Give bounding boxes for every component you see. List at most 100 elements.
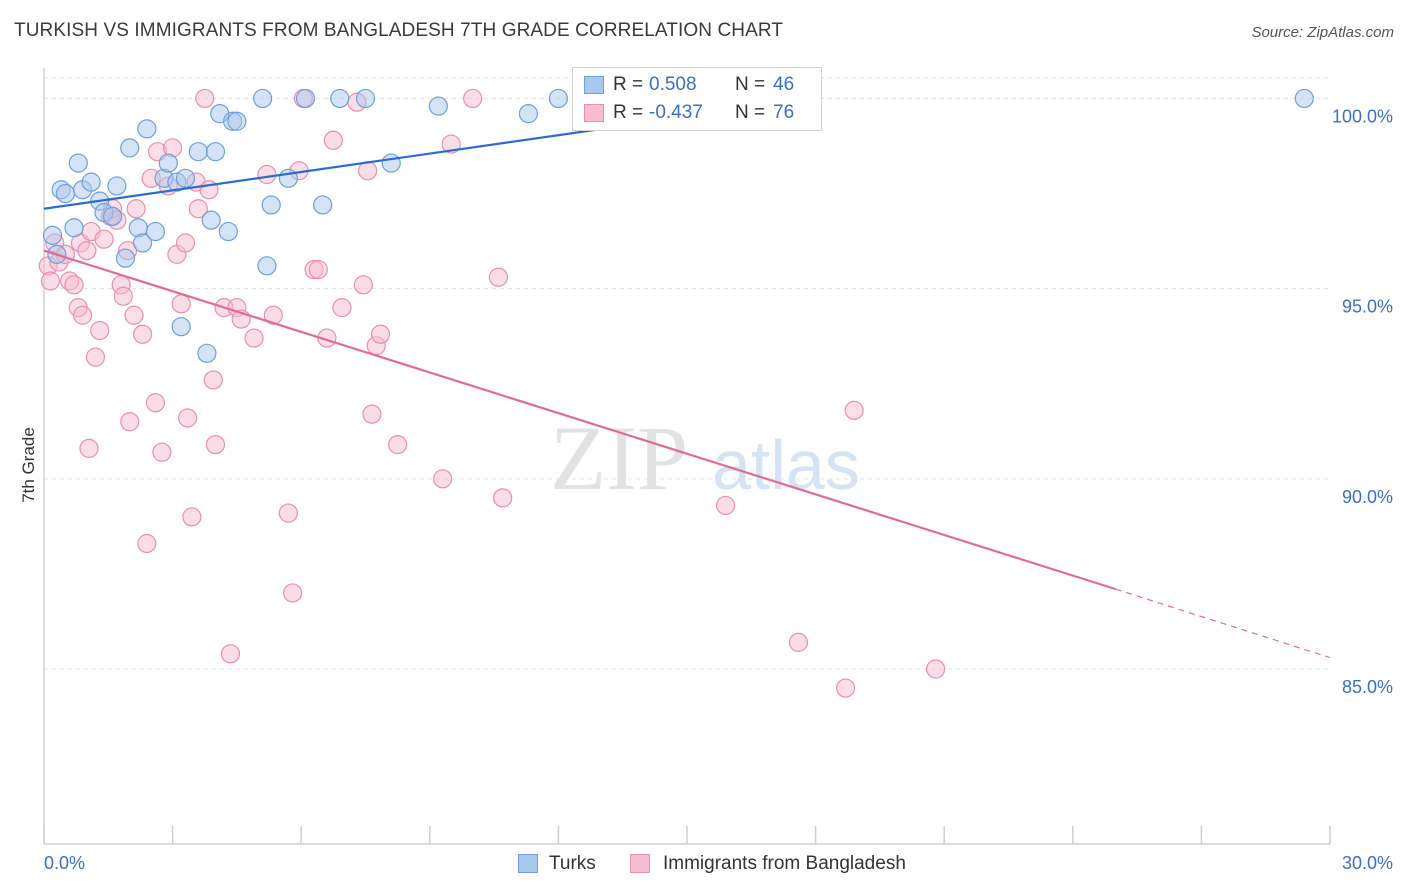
bangladesh-point (278, 503, 298, 523)
turks-point (381, 153, 401, 173)
bangladesh-point (132, 324, 153, 344)
bangladesh-label: Immigrants from Bangladesh (663, 853, 906, 874)
bangladesh-point (488, 267, 508, 287)
bangladesh-point (463, 88, 483, 109)
bangladesh-point (79, 438, 99, 458)
turks-point (158, 153, 178, 173)
turks-point (188, 142, 208, 162)
turks-point (355, 88, 376, 109)
bangladesh-point (257, 164, 277, 185)
turks-point (55, 183, 76, 204)
r-value: -0.437 (649, 102, 703, 123)
bangladesh-point (332, 298, 352, 318)
bangladesh-point (926, 659, 946, 679)
bangladesh-swatch (630, 854, 650, 873)
bangladesh-point (283, 583, 303, 603)
turks-point (548, 88, 569, 109)
turks-point (102, 206, 123, 226)
bangladesh-point (171, 294, 191, 314)
y-axis-label: 7th Grade (19, 427, 38, 503)
legend-row-turks: R = 0.508 N = 46 (573, 72, 821, 100)
n-key: N = (735, 74, 766, 95)
bangladesh-point (263, 305, 283, 325)
y-tick-label: 100.0% (1332, 106, 1393, 126)
watermark-atlas: atlas (712, 426, 860, 504)
turks-point (175, 168, 196, 188)
bangladesh-point (126, 199, 146, 219)
bangladesh-swatch (584, 104, 604, 122)
bangladesh-point (220, 644, 241, 664)
bangladesh-point (64, 275, 84, 295)
turks-point (205, 142, 226, 162)
bangladesh-point (441, 134, 461, 154)
turks-point (132, 233, 153, 253)
turks-point (518, 104, 538, 124)
bangladesh-trend-extension (1115, 588, 1331, 659)
turks-swatch (518, 854, 538, 873)
turks-point (68, 153, 88, 173)
bangladesh-point (40, 271, 61, 291)
turks-point (218, 221, 238, 242)
turks-point (1294, 88, 1314, 109)
bangladesh-trend-line (43, 249, 1116, 591)
bangladesh-point (244, 328, 264, 348)
bangladesh-point (152, 442, 172, 462)
bangladesh-point (362, 404, 382, 424)
turks-point (171, 317, 191, 337)
bangladesh-point (844, 400, 864, 420)
bangladesh-point (203, 370, 223, 390)
n-value: 46 (773, 74, 795, 95)
bangladesh-point (205, 434, 226, 455)
r-value: 0.508 (649, 74, 697, 95)
bangladesh-point (120, 412, 140, 432)
y-tick-label: 85.0% (1342, 677, 1393, 697)
bangladesh-point (77, 240, 97, 261)
turks-point (137, 119, 157, 139)
turks-point (42, 225, 63, 245)
bangladesh-point (85, 347, 106, 367)
turks-label: Turks (549, 853, 596, 874)
turks-point (261, 195, 281, 215)
bangladesh-point (175, 233, 196, 253)
bangladesh-point (388, 434, 408, 455)
turks-point (201, 210, 221, 230)
turks-point (197, 343, 217, 363)
axes (43, 68, 1331, 845)
bangladesh-point (195, 88, 215, 109)
r-key: R = (613, 74, 644, 95)
gridlines (44, 77, 1330, 670)
turks-point (81, 172, 101, 192)
bangladesh-point (137, 533, 157, 554)
y-tick-label: 95.0% (1342, 297, 1393, 317)
turks-point (120, 138, 140, 158)
turks-point (295, 88, 316, 109)
turks-point (227, 111, 247, 131)
turks-point (330, 88, 350, 109)
bangladesh-point (94, 229, 114, 249)
bangladesh-point (323, 130, 343, 150)
y-tick-label: 90.0% (1342, 487, 1393, 507)
turks-point (145, 221, 166, 242)
turks-point (313, 195, 333, 215)
bangladesh-point (182, 507, 202, 527)
bangladesh-point (188, 199, 208, 219)
bangladesh-point (788, 632, 809, 652)
source-credit: Source: ZipAtlas.com (1251, 24, 1394, 41)
r-key: R = (613, 102, 644, 123)
turks-point (257, 256, 277, 276)
n-key: N = (735, 102, 766, 123)
trend-lines (43, 97, 1331, 659)
turks-swatch (584, 76, 604, 94)
turks-point (253, 88, 273, 109)
bangladesh-point (308, 260, 328, 280)
bangladesh-point (145, 393, 166, 413)
x-tick-label: 0.0% (44, 853, 85, 873)
bangladesh-point (433, 469, 453, 489)
x-tick-label: 30.0% (1342, 853, 1393, 873)
bangladesh-point (370, 324, 391, 344)
n-value: 76 (773, 102, 795, 123)
chart-title: TURKISH VS IMMIGRANTS FROM BANGLADESH 7T… (14, 20, 784, 41)
stats-legend: R = 0.508 N = 46 R = -0.437 N = 76 (572, 67, 822, 131)
bangladesh-point (836, 678, 856, 698)
